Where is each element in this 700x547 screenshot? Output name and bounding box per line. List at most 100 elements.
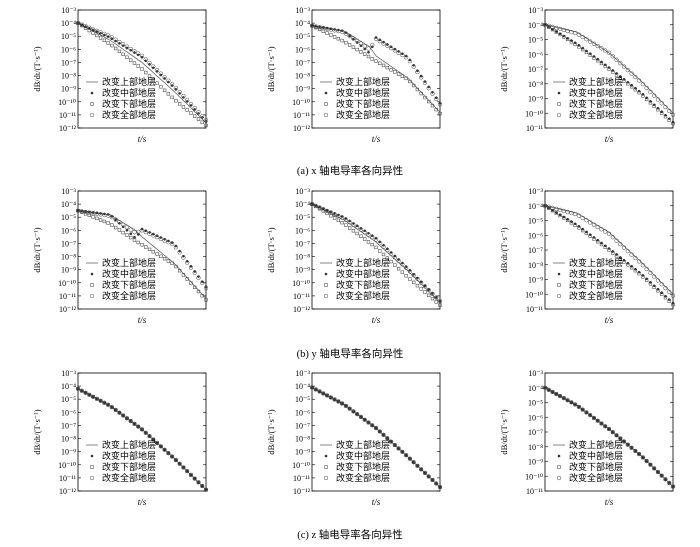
series-point-lower bbox=[102, 401, 107, 405]
series-point-middle bbox=[352, 222, 355, 225]
series-point-all bbox=[102, 31, 107, 37]
series-point-all bbox=[415, 276, 420, 282]
series-point-middle bbox=[163, 77, 166, 80]
y-tick-label: 10⁻¹¹ bbox=[526, 124, 544, 133]
series-point-all bbox=[121, 413, 126, 418]
series-point-middle bbox=[129, 48, 133, 52]
series-point-lower bbox=[427, 474, 431, 479]
legend-swatch bbox=[89, 293, 95, 299]
series-point-lower bbox=[393, 70, 397, 74]
series-point-all bbox=[109, 35, 115, 40]
y-tick-label: 10⁻⁴ bbox=[61, 200, 76, 209]
series-point-lower bbox=[671, 484, 675, 489]
series-point-all bbox=[343, 217, 349, 222]
series-point-all bbox=[162, 238, 167, 243]
series-point-all bbox=[565, 398, 570, 403]
series-point-middle bbox=[667, 481, 671, 485]
series-point-lower bbox=[652, 104, 656, 108]
series-point-lower bbox=[80, 389, 84, 393]
series-point-all bbox=[403, 453, 409, 458]
series-point-all bbox=[584, 37, 589, 42]
y-tick-label: 10⁻³ bbox=[61, 6, 76, 15]
figure-caption: (c) z 轴电导率各向异性 bbox=[297, 528, 403, 541]
series-point-lower bbox=[663, 477, 668, 481]
series-point-lower bbox=[404, 76, 408, 81]
series-point-lower bbox=[106, 403, 110, 407]
series-point-all bbox=[181, 465, 186, 470]
series-point-all bbox=[87, 392, 92, 397]
series-point-lower bbox=[629, 446, 634, 450]
series-point-lower bbox=[423, 471, 427, 475]
series-point-all bbox=[659, 282, 664, 287]
series-point-middle bbox=[359, 415, 363, 419]
series-point-all bbox=[629, 252, 634, 257]
series-point-middle bbox=[427, 475, 431, 478]
series-point-all bbox=[381, 41, 386, 46]
series-point-middle bbox=[551, 390, 554, 394]
series-point-all bbox=[158, 236, 163, 241]
series-point-all bbox=[430, 291, 435, 296]
series-point-middle bbox=[585, 411, 588, 414]
series-line-upper bbox=[77, 22, 207, 124]
series-point-lower bbox=[332, 35, 337, 39]
series-point-lower bbox=[393, 263, 397, 267]
series-point-lower bbox=[83, 26, 88, 30]
series-point-middle bbox=[389, 45, 393, 49]
series-point-middle bbox=[367, 50, 370, 54]
series-point-lower bbox=[562, 396, 566, 400]
series-point-lower bbox=[140, 427, 144, 432]
series-point-middle bbox=[148, 434, 151, 438]
series-point-lower bbox=[193, 285, 197, 289]
series-point-middle bbox=[438, 299, 442, 303]
y-tick-label: 10⁻¹² bbox=[59, 305, 77, 314]
series-point-lower bbox=[543, 386, 547, 390]
series-point-all bbox=[403, 55, 409, 60]
series-point-middle bbox=[118, 411, 121, 415]
series-point-middle bbox=[649, 463, 652, 467]
series-point-lower bbox=[189, 111, 193, 115]
series-point-all bbox=[603, 424, 608, 429]
series-point-lower bbox=[344, 40, 348, 45]
series-point-lower bbox=[106, 221, 110, 225]
series-point-lower bbox=[332, 216, 337, 220]
series-point-lower bbox=[633, 449, 638, 453]
series-point-all bbox=[392, 442, 397, 448]
legend-label: 改变全部地层 bbox=[569, 290, 623, 301]
series-point-middle bbox=[385, 247, 389, 251]
series-point-lower bbox=[155, 81, 159, 85]
series-point-middle bbox=[393, 254, 397, 258]
series-point-lower bbox=[434, 481, 438, 486]
series-point-lower bbox=[121, 413, 125, 418]
legend-swatch bbox=[556, 112, 562, 118]
series-point-lower bbox=[95, 33, 99, 38]
series-point-middle bbox=[337, 400, 340, 403]
series-point-middle bbox=[200, 280, 204, 283]
series-point-lower bbox=[155, 252, 159, 256]
series-point-middle bbox=[118, 42, 121, 45]
y-tick-label: 10⁻¹¹ bbox=[526, 487, 544, 496]
y-tick-label: 10⁻⁸ bbox=[61, 435, 76, 444]
series-point-lower bbox=[389, 68, 393, 72]
series-point-middle bbox=[367, 231, 370, 235]
series-point-all bbox=[580, 215, 585, 221]
series-point-lower bbox=[427, 293, 431, 297]
series-point-all bbox=[576, 213, 582, 218]
series-point-all bbox=[381, 432, 386, 438]
series-point-middle bbox=[434, 295, 438, 299]
series-point-all bbox=[324, 208, 330, 214]
series-point-lower bbox=[580, 47, 585, 52]
series-point-lower bbox=[622, 439, 626, 444]
series-point-all bbox=[584, 218, 589, 223]
series-point-lower bbox=[83, 391, 88, 395]
y-tick-label: 10⁻⁹ bbox=[528, 95, 543, 104]
series-point-all bbox=[128, 227, 133, 232]
series-point-lower bbox=[415, 464, 420, 468]
y-tick-label: 10⁻¹¹ bbox=[59, 474, 77, 483]
series-point-lower bbox=[125, 55, 129, 59]
series-point-middle bbox=[615, 433, 618, 437]
series-point-all bbox=[192, 476, 197, 481]
series-point-all bbox=[599, 421, 604, 426]
series-point-middle bbox=[144, 431, 148, 435]
series-point-lower bbox=[98, 218, 103, 222]
series-point-all bbox=[618, 61, 623, 66]
